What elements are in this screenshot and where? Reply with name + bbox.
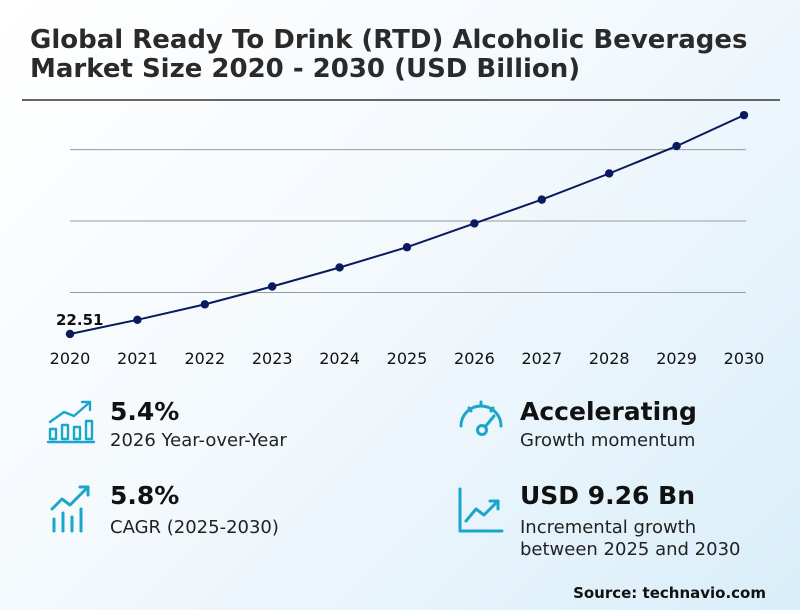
chart-title: Global Ready To Drink (RTD) Alcoholic Be… — [30, 25, 748, 84]
stat-description: Growth momentum — [520, 430, 696, 451]
x-tick-label: 2020 — [50, 349, 91, 368]
x-tick-label: 2024 — [319, 349, 360, 368]
title-divider — [22, 99, 780, 101]
x-tick-label: 2022 — [184, 349, 225, 368]
data-points — [65, 110, 749, 339]
stat-description-line-1: Incremental growth — [520, 517, 697, 538]
data-point — [739, 110, 749, 120]
speedometer-icon — [459, 400, 503, 436]
x-tick-label: 2023 — [252, 349, 293, 368]
data-point — [402, 243, 412, 252]
series-line — [69, 114, 745, 335]
stat-description-line-2: between 2025 and 2030 — [520, 539, 741, 560]
data-point — [537, 195, 546, 204]
data-point — [65, 329, 75, 339]
data-point — [605, 169, 614, 178]
growth-chart-icon — [458, 487, 504, 533]
stat-description: CAGR (2025-2030) — [110, 517, 279, 538]
data-label: 22.51 — [56, 311, 103, 329]
data-point — [470, 219, 479, 228]
x-tick-label: 2021 — [117, 349, 158, 368]
data-point — [268, 282, 277, 291]
data-point — [200, 300, 209, 309]
stat-value: 5.8% — [110, 481, 180, 510]
gridlines — [70, 149, 746, 293]
x-tick-label: 2025 — [387, 349, 428, 368]
x-tick-label: 2030 — [724, 349, 765, 368]
source-credit: Source: technavio.com — [573, 584, 766, 602]
x-axis-ticks: 2020 2021 2022 2023 2024 2025 2026 2027 2028 2029… — [50, 349, 765, 368]
trend-bars-icon — [50, 485, 90, 533]
data-labels: 22.51 — [56, 311, 103, 329]
series-line-group — [69, 114, 745, 335]
x-tick-label: 2028 — [589, 349, 630, 368]
stat-value: 5.4% — [110, 397, 180, 426]
x-tick-label: 2026 — [454, 349, 495, 368]
x-tick-label: 2029 — [656, 349, 697, 368]
stat-description: 2026 Year-over-Year — [110, 430, 287, 451]
line-chart: 22.51 2020 2021 2022 2023 2024 2025 2026 2027 20… — [50, 110, 765, 368]
data-point — [133, 315, 142, 325]
data-point — [335, 263, 344, 272]
bar-chart-rising-icon — [46, 400, 96, 444]
x-tick-label: 2027 — [521, 349, 562, 368]
data-point — [672, 141, 681, 151]
stat-value: Accelerating — [520, 397, 697, 426]
stat-value: USD 9.26 Bn — [520, 481, 695, 510]
